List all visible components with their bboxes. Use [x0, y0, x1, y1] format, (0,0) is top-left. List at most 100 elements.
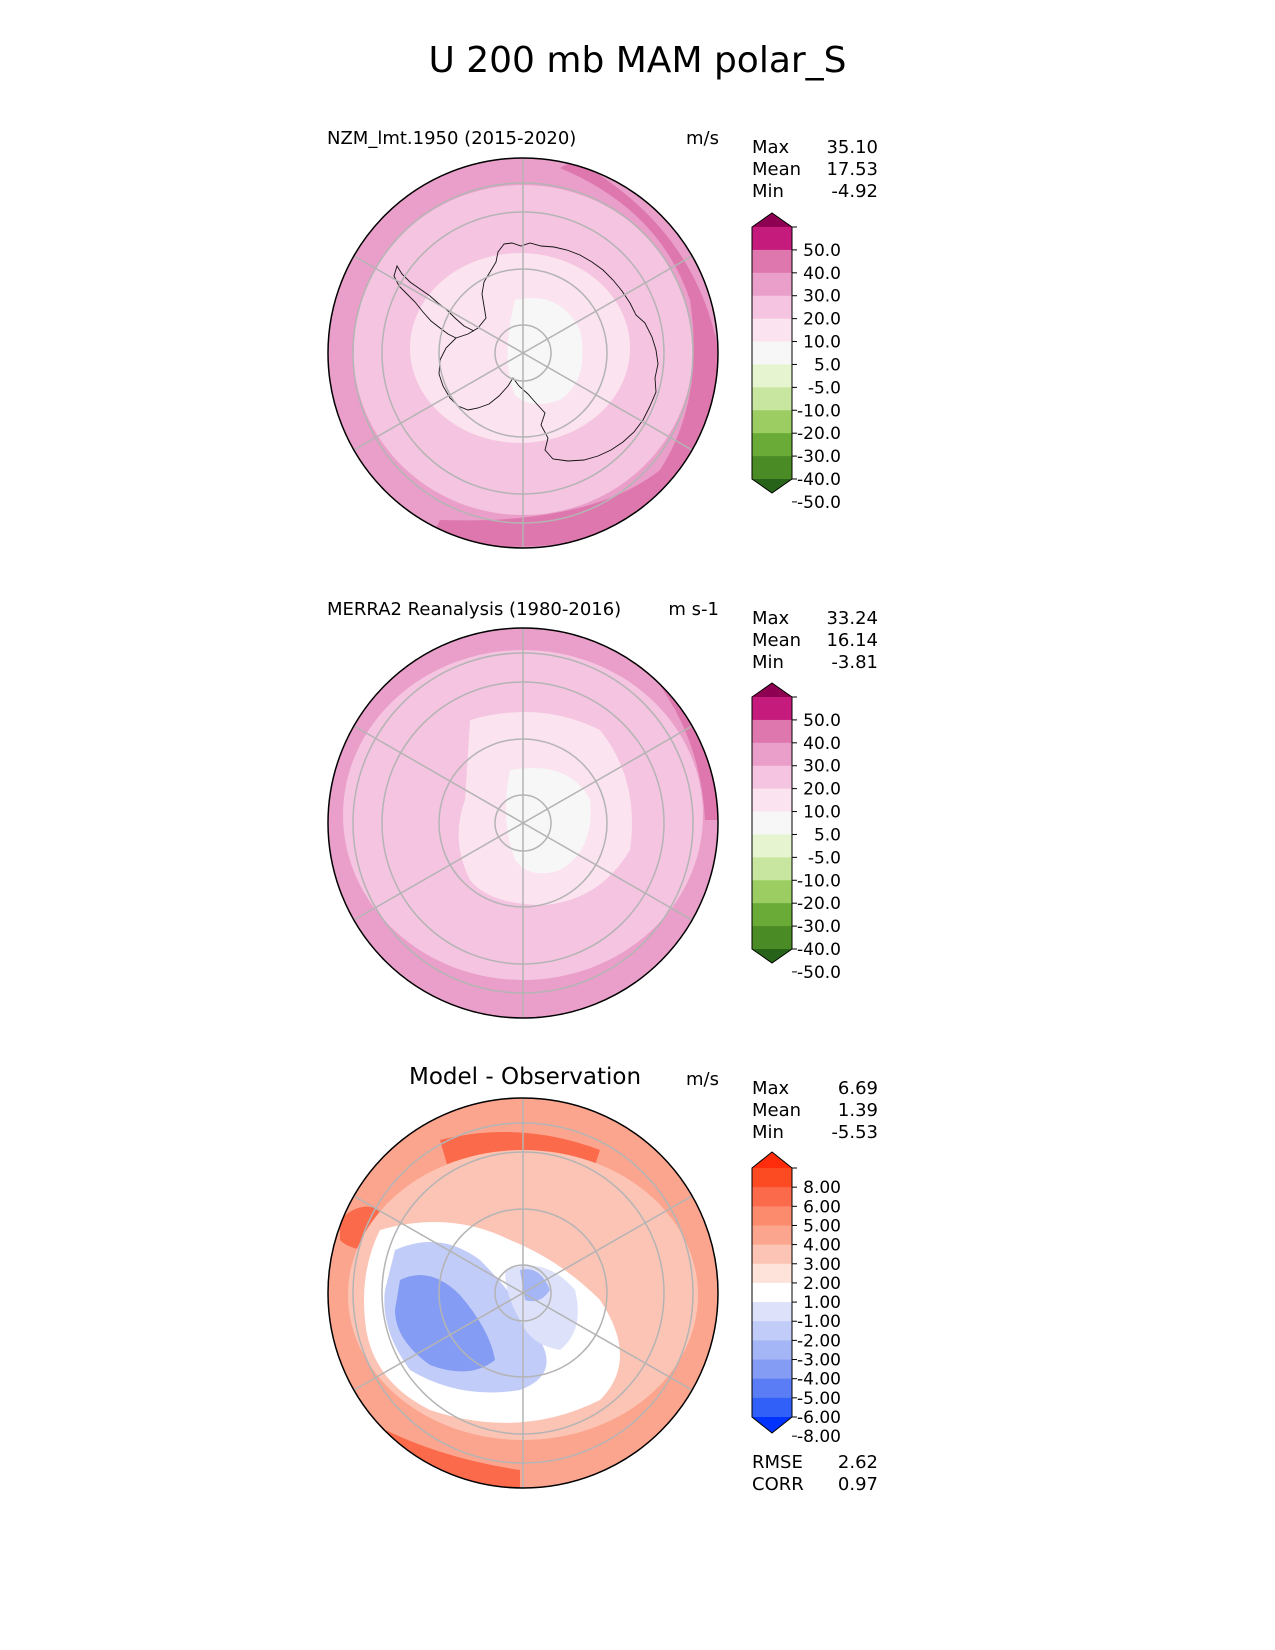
- colorbar-swatch: [752, 249, 792, 274]
- colorbar-tick-label: 2.00: [803, 1274, 841, 1294]
- stat-value: -5.53: [831, 1122, 878, 1143]
- colorbar-swatch: [752, 1168, 792, 1188]
- colorbar-swatch: [752, 719, 792, 744]
- colorbar-tick-label: 5.0: [814, 355, 841, 375]
- colorbar-swatch: [752, 765, 792, 790]
- panel-3-boundary: [327, 1097, 719, 1489]
- stat-value: 1.39: [837, 1100, 878, 1121]
- stat-value: -3.81: [831, 652, 878, 673]
- colorbar-extend-bottom: [752, 949, 792, 963]
- panel-1-graticule: [352, 158, 694, 548]
- panel-1-map: [327, 157, 719, 549]
- panel-3-units: m/s: [686, 1069, 719, 1090]
- colorbar-tick-label: 8.00: [803, 1178, 841, 1198]
- panel-2-map: [327, 627, 719, 1019]
- colorbar-tick-label: -40.0: [797, 470, 841, 490]
- colorbar-tick-label: -8.00: [797, 1427, 841, 1447]
- colorbar-swatch: [752, 926, 792, 950]
- colorbar-tick-label: 20.0: [803, 780, 841, 800]
- colorbar-3: 8.006.005.004.003.002.001.00-1.00-2.00-3…: [751, 1151, 841, 1447]
- colorbar-swatch: [752, 433, 792, 457]
- colorbar-extend-bottom: [752, 1417, 792, 1433]
- colorbar-1: 50.0 40.0 30.0 20.0 10.05.0 -5.0 -10.0 -20.0 -30…: [751, 212, 841, 513]
- colorbar-tick-label: -1.00: [797, 1312, 841, 1332]
- colorbar-swatch: [752, 1244, 792, 1265]
- panel-3-graticule: [352, 1098, 694, 1488]
- colorbar-swatch: [752, 811, 792, 835]
- colorbar-tick-label: -40.0: [797, 940, 841, 960]
- diff-fill: [520, 1269, 550, 1302]
- colorbar-tick-label: 30.0: [803, 757, 841, 777]
- colorbar-extend-top: [752, 213, 792, 227]
- colorbar-tick-label: 1.00: [803, 1293, 841, 1313]
- colorbar-extend-bottom: [752, 479, 792, 493]
- colorbar-swatch: [752, 227, 792, 251]
- colorbar-swatch: [752, 1282, 792, 1303]
- band-fill: [506, 768, 591, 874]
- colorbar-swatch: [752, 1397, 792, 1418]
- metric-label: CORR: [752, 1474, 804, 1495]
- colorbar-tick-label: 5.00: [803, 1216, 841, 1236]
- colorbar-tick-label: 20.0: [803, 310, 841, 330]
- colorbar-tick-label: -20.0: [797, 894, 841, 914]
- panel-3-metrics: RMSE 2.62 CORR 0.97: [752, 1452, 878, 1496]
- colorbar-swatch: [752, 341, 792, 365]
- colorbar-tick-label: -30.0: [797, 447, 841, 467]
- colorbar-swatch: [752, 1321, 792, 1341]
- stat-value: -4.92: [831, 181, 878, 202]
- colorbar-swatch: [752, 1263, 792, 1284]
- colorbar-tick-label: -2.00: [797, 1331, 841, 1351]
- panel-2-title: MERRA2 Reanalysis (1980-2016): [327, 599, 622, 620]
- stat-value: 35.10: [826, 137, 878, 158]
- colorbar-swatch: [752, 1206, 792, 1226]
- colorbar-extend-top: [752, 1152, 792, 1168]
- colorbar-tick-label: 50.0: [803, 711, 841, 731]
- panel-2-units: m s-1: [668, 599, 719, 620]
- colorbar-swatch: [752, 788, 792, 813]
- colorbar-tick-label: 3.00: [803, 1255, 841, 1275]
- colorbar-swatch: [752, 364, 792, 388]
- colorbar-extend-top: [752, 683, 792, 697]
- colorbar-tick-label: -5.0: [808, 848, 841, 868]
- colorbar-swatch: [752, 1225, 792, 1246]
- colorbar-tick-label: -10.0: [797, 871, 841, 891]
- stat-value: 16.14: [826, 630, 878, 651]
- colorbar-swatch: [752, 834, 792, 858]
- colorbar-swatch: [752, 1340, 792, 1361]
- stat-label: Mean: [752, 159, 802, 180]
- panel-1-title: NZM_lmt.1950 (2015-2020): [327, 128, 577, 149]
- stat-value: 33.24: [826, 608, 878, 629]
- colorbar-tick-label: -30.0: [797, 917, 841, 937]
- colorbar-tick-label: 10.0: [803, 333, 841, 353]
- stat-label: Mean: [752, 1100, 802, 1121]
- panel-2-graticule: [352, 628, 694, 1018]
- colorbar-swatch: [752, 1187, 792, 1207]
- colorbar-swatch: [752, 903, 792, 927]
- colorbar-tick-label: 40.0: [803, 264, 841, 284]
- panel-1-boundary: [327, 157, 719, 549]
- colorbar-swatch: [752, 318, 792, 343]
- stat-label: Max: [752, 137, 790, 158]
- panel-1-stats: Max 35.10 Mean 17.53 Min -4.92: [752, 137, 878, 203]
- colorbar-tick-label: -5.00: [797, 1389, 841, 1409]
- panel-3-title: Model - Observation: [409, 1064, 642, 1090]
- colorbar-tick-label: 40.0: [803, 734, 841, 754]
- figure-title: U 200 mb MAM polar_S: [428, 40, 847, 81]
- stat-label: Max: [752, 608, 790, 629]
- colorbar-tick-label: 5.0: [814, 825, 841, 845]
- panel-3-stats: Max 6.69 Mean 1.39 Min -5.53: [752, 1078, 878, 1144]
- colorbar-tick-label: 50.0: [803, 241, 841, 261]
- colorbar-swatch: [752, 1378, 792, 1399]
- stat-label: Min: [752, 181, 784, 202]
- colorbar-tick-label: -4.00: [797, 1370, 841, 1390]
- colorbar-tick-label: 6.00: [803, 1197, 841, 1217]
- stat-label: Min: [752, 1122, 784, 1143]
- colorbar-swatch: [752, 1359, 792, 1380]
- panel-2-stats: Max 33.24 Mean 16.14 Min -3.81: [752, 608, 878, 674]
- colorbar-swatch: [752, 697, 792, 721]
- colorbar-tick-label: -20.0: [797, 424, 841, 444]
- stat-label: Mean: [752, 630, 802, 651]
- colorbar-swatch: [752, 410, 792, 434]
- colorbar-tick-label: 10.0: [803, 803, 841, 823]
